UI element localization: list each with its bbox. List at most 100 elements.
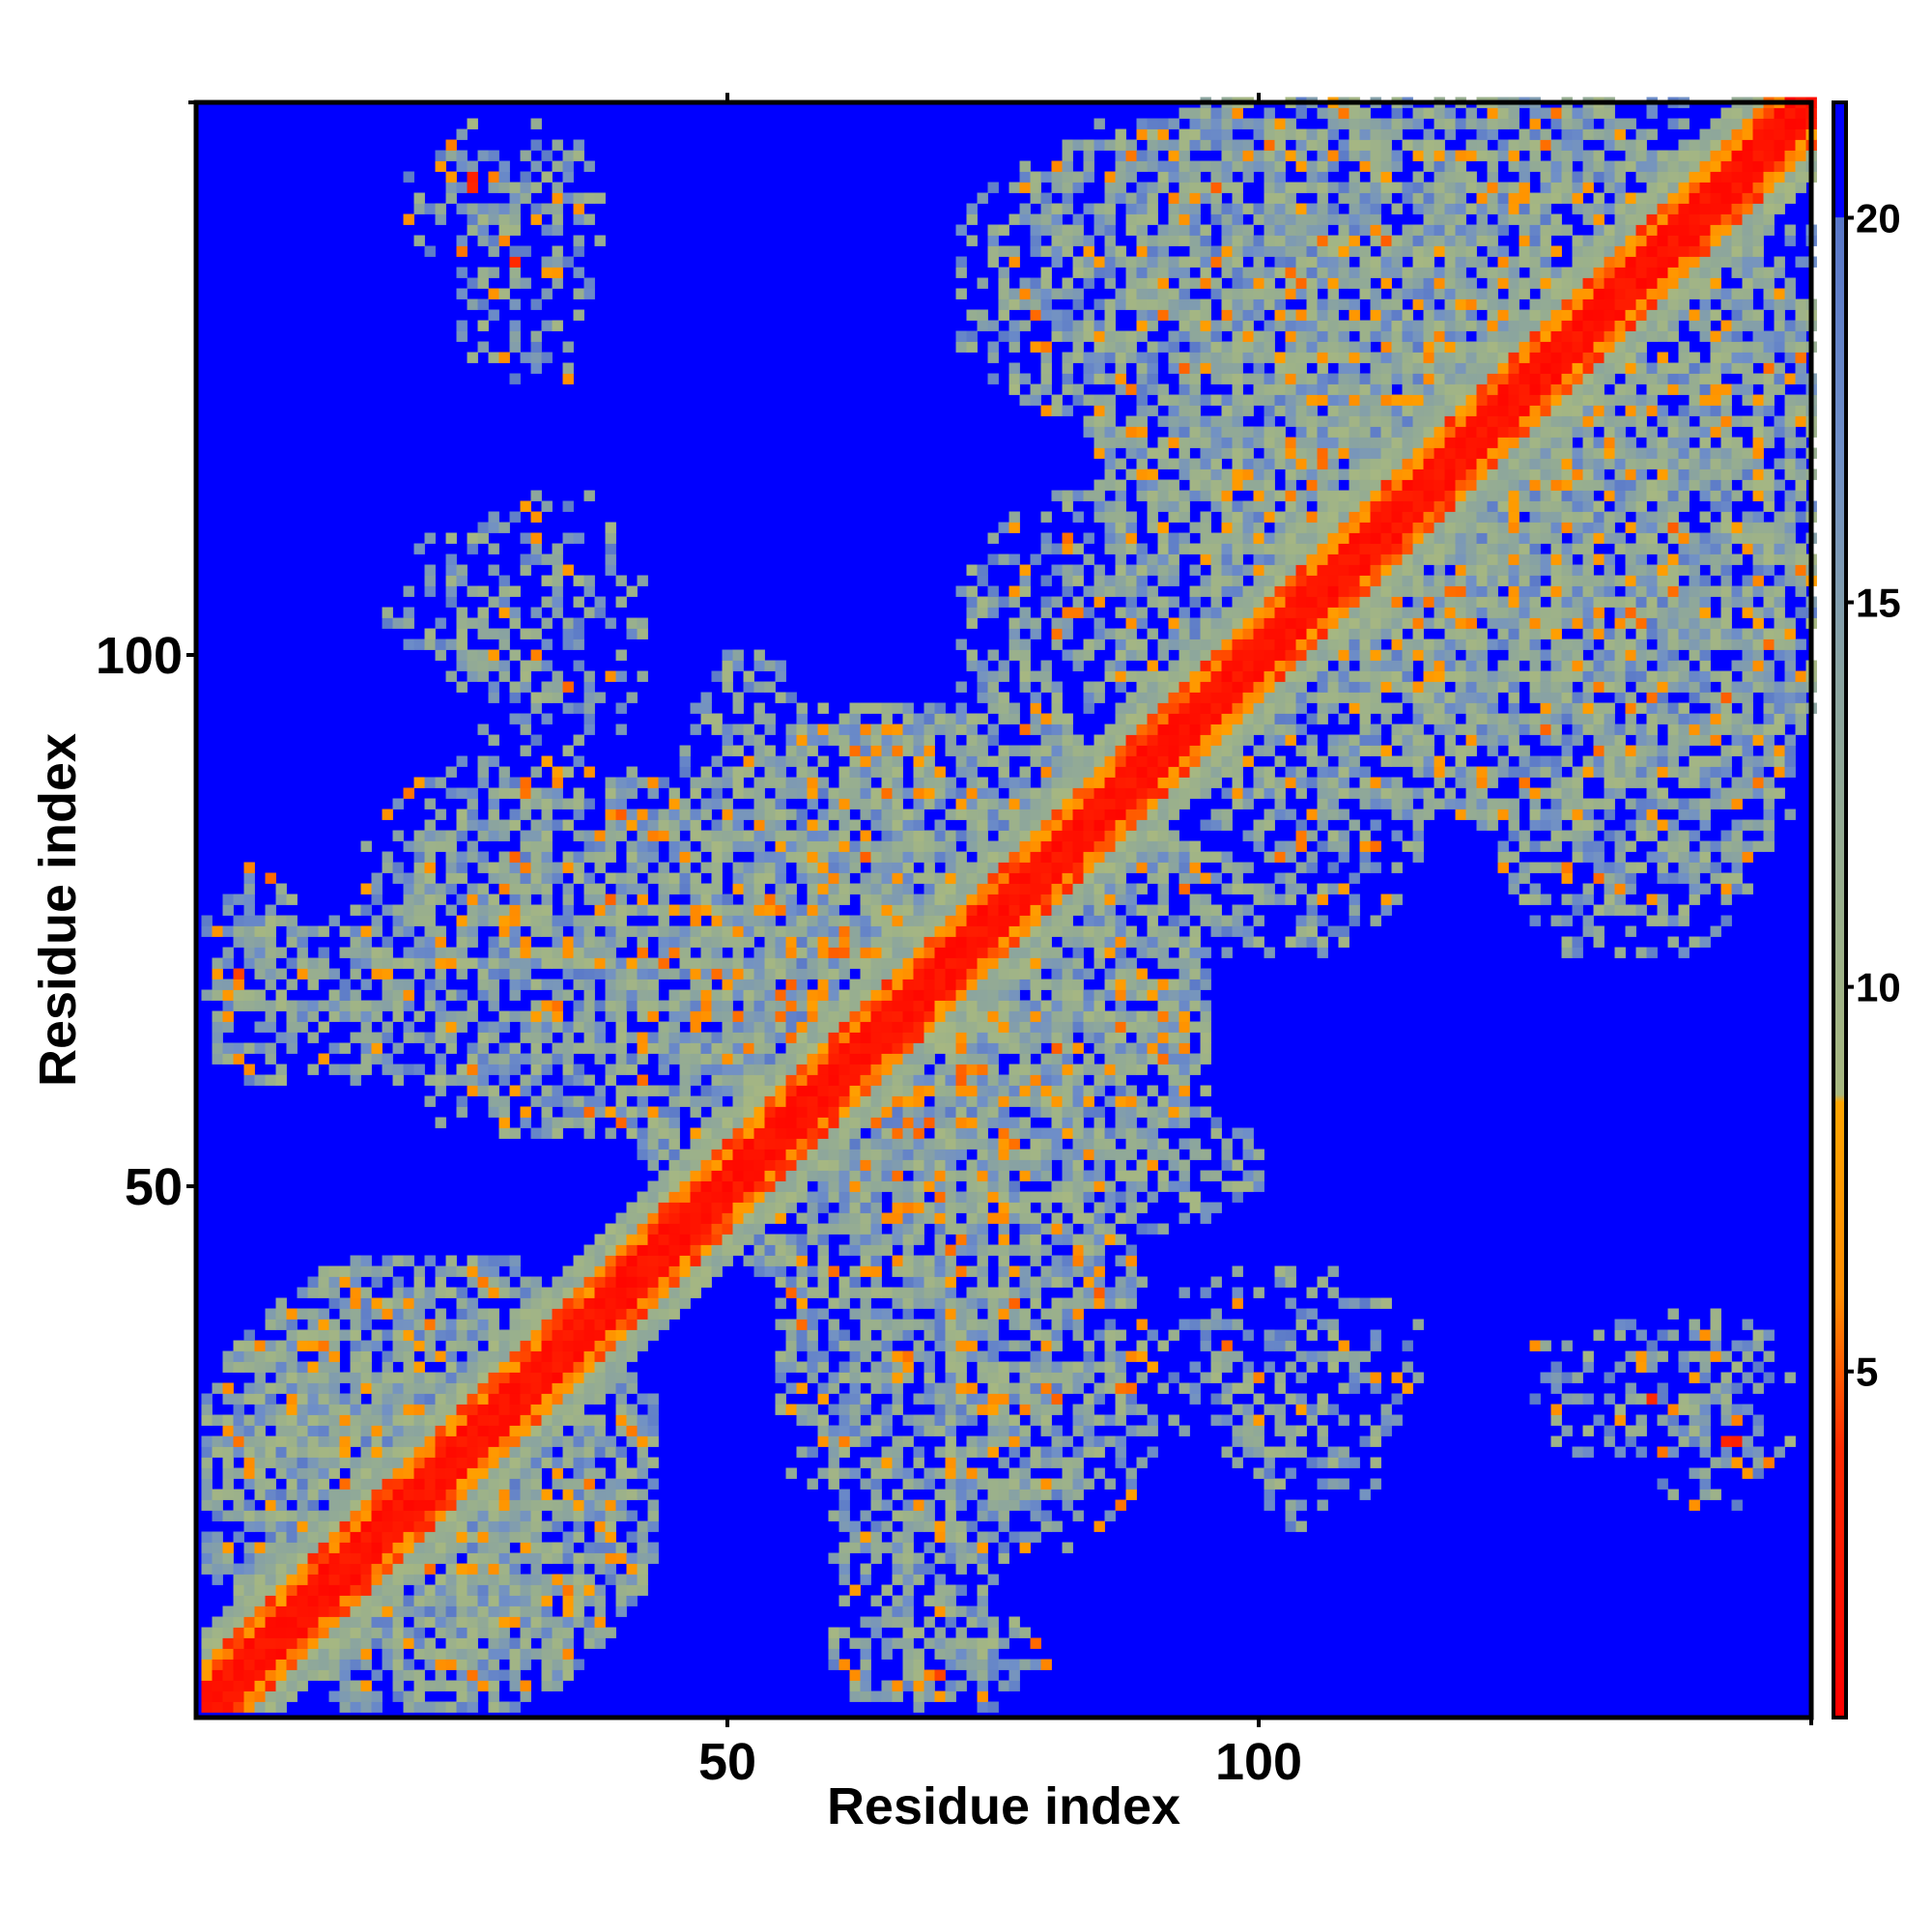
heatmap-cell	[647, 830, 659, 841]
heatmap-cell	[456, 575, 468, 586]
heatmap-cell	[977, 1510, 988, 1521]
heatmap-cell	[923, 1680, 935, 1691]
heatmap-cell	[318, 1404, 329, 1415]
heatmap-cell	[403, 1414, 414, 1426]
heatmap-cell	[658, 1202, 669, 1213]
heatmap-cell	[1030, 298, 1041, 310]
heatmap-cell	[583, 1382, 595, 1394]
heatmap-cell	[297, 1669, 308, 1681]
heatmap-cell	[605, 798, 616, 810]
heatmap-cell	[467, 1414, 478, 1426]
heatmap-cell	[392, 830, 404, 841]
heatmap-cell	[488, 915, 499, 926]
heatmap-cell	[488, 1095, 499, 1107]
heatmap-cell	[445, 851, 457, 863]
heatmap-cell	[977, 670, 988, 682]
heatmap-cell	[987, 755, 999, 767]
heatmap-cell	[838, 1170, 850, 1181]
heatmap-cell	[339, 1648, 351, 1660]
heatmap-cell	[424, 1287, 436, 1298]
heatmap-cell	[796, 1276, 808, 1288]
heatmap-cell	[403, 1372, 414, 1383]
heatmap-cell	[998, 267, 1009, 278]
heatmap-cell	[275, 1542, 287, 1553]
heatmap-cell	[1030, 989, 1041, 1001]
heatmap-cell	[753, 660, 765, 671]
heatmap-cell	[541, 1000, 553, 1011]
heatmap-cell	[828, 957, 839, 969]
heatmap-cell	[509, 947, 521, 958]
heatmap-cell	[498, 968, 510, 980]
heatmap-cell	[817, 904, 829, 916]
heatmap-cell	[488, 1329, 499, 1341]
heatmap-cell	[275, 1308, 287, 1320]
heatmap-cell	[552, 1542, 563, 1553]
heatmap-cell	[328, 1276, 340, 1288]
heatmap-cell	[541, 224, 553, 236]
heatmap-cell	[212, 1616, 223, 1628]
heatmap-cell	[987, 1659, 999, 1670]
heatmap-cell	[828, 1170, 839, 1181]
heatmap-cell	[775, 787, 786, 799]
heatmap-cell	[467, 1531, 478, 1543]
heatmap-cell	[541, 692, 553, 703]
heatmap-cell	[626, 1552, 638, 1564]
heatmap-cell	[955, 1627, 967, 1638]
heatmap-cell	[775, 766, 786, 778]
heatmap-cell	[775, 1350, 786, 1362]
heatmap-cell	[668, 1149, 680, 1160]
heatmap-cell	[849, 798, 861, 810]
heatmap-cell	[583, 1000, 595, 1011]
heatmap-cell	[583, 1319, 595, 1330]
heatmap-cell	[966, 1064, 978, 1075]
heatmap-cell	[498, 182, 510, 193]
heatmap-cell	[966, 203, 978, 214]
heatmap-cell	[626, 1425, 638, 1436]
heatmap-cell	[668, 819, 680, 831]
heatmap-cell	[881, 713, 893, 724]
heatmap-cell	[658, 1255, 669, 1266]
heatmap-cell	[722, 1255, 733, 1266]
heatmap-cell	[201, 1457, 213, 1468]
heatmap-cell	[275, 1372, 287, 1383]
heatmap-cell	[860, 1255, 871, 1266]
heatmap-cell	[467, 1435, 478, 1447]
heatmap-cell	[562, 819, 574, 831]
heatmap-cell	[977, 777, 988, 788]
heatmap-cell	[796, 862, 808, 873]
heatmap-cell	[594, 1414, 606, 1426]
heatmap-cell	[520, 1393, 531, 1405]
heatmap-cell	[711, 957, 723, 969]
heatmap-cell	[807, 947, 818, 958]
heatmap-cell	[265, 925, 276, 937]
heatmap-cell	[392, 1042, 404, 1054]
heatmap-cell	[828, 830, 839, 841]
heatmap-cell	[764, 1244, 776, 1256]
heatmap-cell	[456, 235, 468, 246]
heatmap-cell	[488, 1574, 499, 1585]
heatmap-cell	[615, 649, 627, 661]
heatmap-cell	[201, 1542, 213, 1553]
heatmap-cell	[520, 1510, 531, 1521]
heatmap-cell	[275, 1520, 287, 1532]
heatmap-cell	[679, 1212, 691, 1224]
heatmap-cell	[923, 766, 935, 778]
heatmap-cell	[392, 1605, 404, 1617]
heatmap-cell	[520, 1350, 531, 1362]
heatmap-cell	[870, 1552, 882, 1564]
heatmap-cell	[870, 1372, 882, 1383]
heatmap-cell	[849, 1690, 861, 1702]
heatmap-cell	[594, 596, 606, 608]
heatmap-cell	[753, 1149, 765, 1160]
heatmap-cell	[679, 745, 691, 756]
heatmap-cell	[1019, 925, 1031, 937]
heatmap-cell	[828, 1095, 839, 1107]
heatmap-cell	[817, 1223, 829, 1235]
heatmap-cell	[1040, 1414, 1052, 1426]
heatmap-cell	[615, 989, 627, 1001]
heatmap-cell	[934, 1637, 946, 1649]
heatmap-cell	[583, 1127, 595, 1139]
heatmap-cell	[764, 755, 776, 767]
heatmap-cell	[1030, 192, 1041, 204]
heatmap-cell	[743, 894, 754, 905]
